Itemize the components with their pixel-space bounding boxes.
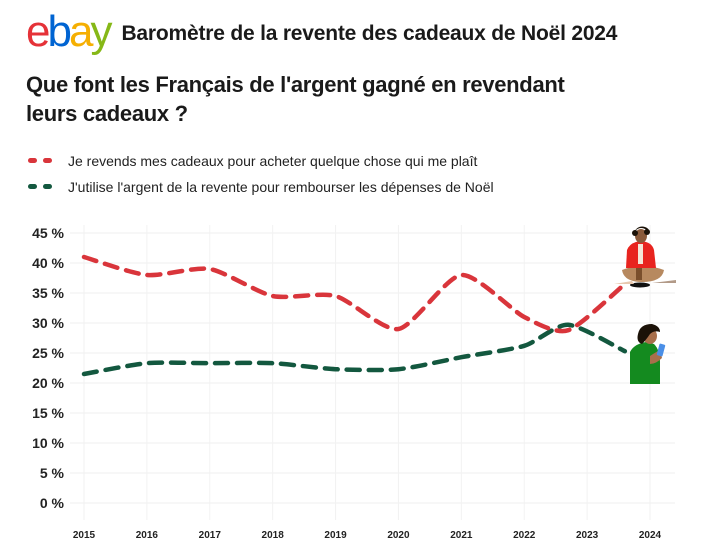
y-tick-label: 30 % [32,315,64,331]
ebay-logo: ebay [26,7,112,56]
legend-item-purchase: Je revends mes cadeaux pour acheter quel… [28,148,494,174]
gridlines [70,225,675,520]
logo-letter-a: a [68,7,94,56]
x-axis-ticks: 2015 2016 2017 2018 2019 2020 2021 2022 2023 2024 [73,530,662,541]
y-tick-label: 0 % [40,495,65,511]
x-tick-label: 2019 [324,530,347,541]
legend-item-repay: J'utilise l'argent de la revente pour re… [28,174,494,200]
x-tick-label: 2018 [262,530,285,541]
chart-question-title: Que font les Français de l'argent gagné … [26,70,666,128]
y-tick-label: 15 % [32,405,64,421]
y-tick-label: 45 % [32,225,64,241]
legend-label-repay: J'utilise l'argent de la revente pour re… [68,179,494,195]
series-lines [81,254,628,377]
person-sitting-cross-legged-icon [614,226,676,288]
y-tick-label: 20 % [32,375,64,391]
question-line-1: Que font les Français de l'argent gagné … [26,72,565,97]
legend-swatch-red-dashed [28,158,54,164]
legend-label-purchase: Je revends mes cadeaux pour acheter quel… [68,153,478,169]
y-tick-label: 10 % [32,435,64,451]
question-line-2: leurs cadeaux ? [26,101,188,126]
logo-letter-e: e [26,7,51,56]
x-tick-label: 2021 [450,530,473,541]
person-using-phone-icon [630,324,666,384]
x-tick-label: 2024 [639,530,662,541]
x-tick-label: 2020 [387,530,410,541]
y-tick-label: 35 % [32,285,64,301]
y-axis-ticks: 0 % 5 % 10 % 15 % 20 % 25 % 30 % 35 % 40 % 45 % [32,225,64,511]
header: ebay Baromètre de la revente des cadeaux… [26,7,618,56]
y-tick-label: 5 % [40,465,65,481]
y-tick-label: 40 % [32,255,64,271]
y-tick-label: 25 % [32,345,64,361]
x-tick-label: 2017 [199,530,222,541]
header-title: Baromètre de la revente des cadeaux de N… [121,22,618,45]
chart-legend: Je revends mes cadeaux pour acheter quel… [28,148,494,200]
logo-letter-b: b [47,7,72,56]
x-tick-label: 2016 [136,530,159,541]
series-line-purchase [81,254,628,334]
legend-swatch-green-dashed [28,184,54,190]
x-tick-label: 2022 [513,530,536,541]
series-line-repay [81,322,628,377]
x-tick-label: 2023 [576,530,599,541]
x-tick-label: 2015 [73,530,96,541]
logo-letter-y: y [90,7,112,56]
